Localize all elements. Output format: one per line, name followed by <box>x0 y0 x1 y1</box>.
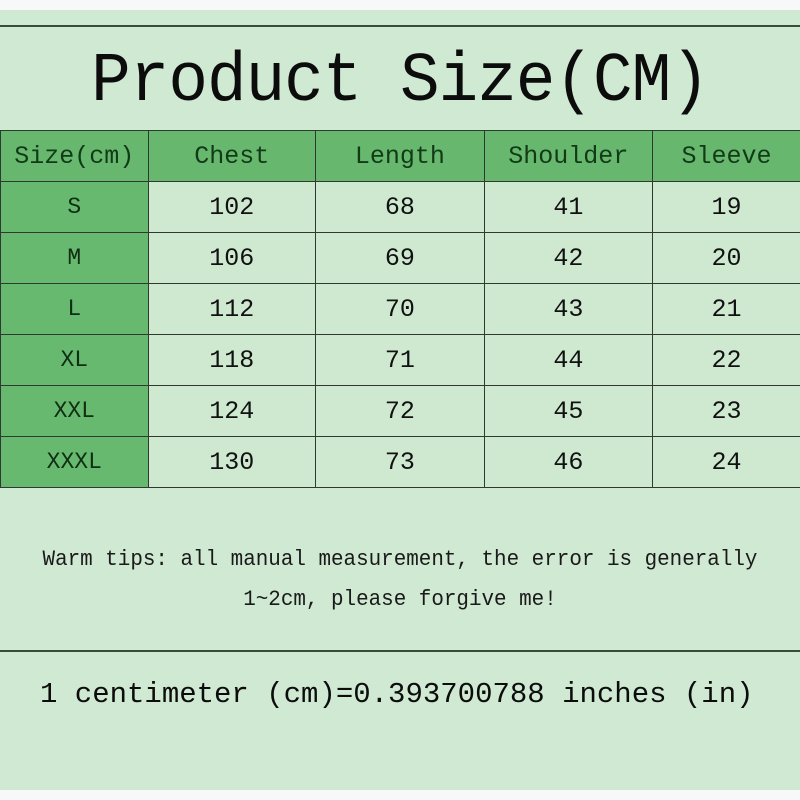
cell-sleeve: 21 <box>651 283 800 335</box>
cell-sleeve: 24 <box>651 436 800 488</box>
header-length: Length <box>315 130 485 182</box>
cell-size: XL <box>0 334 149 386</box>
cell-shoulder: 42 <box>483 232 653 284</box>
cell-shoulder: 43 <box>483 283 653 335</box>
cell-length: 72 <box>315 385 485 437</box>
table-row: XXL 124 72 45 23 <box>0 385 800 437</box>
cell-shoulder: 44 <box>483 334 653 386</box>
bottom-divider <box>0 650 800 652</box>
table-header-row: Size(cm) Chest Length Shoulder Sleeve <box>0 130 800 182</box>
cell-sleeve: 19 <box>651 181 800 233</box>
header-sleeve: Sleeve <box>651 130 800 182</box>
header-chest: Chest <box>147 130 317 182</box>
cell-shoulder: 41 <box>483 181 653 233</box>
page-title: Product Size(CM) <box>91 42 710 121</box>
cell-length: 69 <box>315 232 485 284</box>
cell-length: 68 <box>315 181 485 233</box>
cell-length: 71 <box>315 334 485 386</box>
cell-size: XXL <box>0 385 149 437</box>
cell-chest: 106 <box>147 232 317 284</box>
table-row: M 106 69 42 20 <box>0 232 800 284</box>
cell-chest: 118 <box>147 334 317 386</box>
cell-size: L <box>0 283 149 335</box>
warm-tips: Warm tips: all manual measurement, the e… <box>20 540 780 620</box>
cell-chest: 124 <box>147 385 317 437</box>
top-divider <box>0 25 800 27</box>
cell-shoulder: 46 <box>483 436 653 488</box>
cell-sleeve: 23 <box>651 385 800 437</box>
unit-conversion: 1 centimeter (cm)=0.393700788 inches (in… <box>40 678 754 711</box>
cell-chest: 102 <box>147 181 317 233</box>
table-row: L 112 70 43 21 <box>0 283 800 335</box>
cell-size: M <box>0 232 149 284</box>
cell-chest: 130 <box>147 436 317 488</box>
cell-sleeve: 20 <box>651 232 800 284</box>
cell-size: S <box>0 181 149 233</box>
header-shoulder: Shoulder <box>483 130 653 182</box>
tips-line-1: Warm tips: all manual measurement, the e… <box>42 547 758 572</box>
header-size: Size(cm) <box>0 130 149 182</box>
cell-shoulder: 45 <box>483 385 653 437</box>
table-row: S 102 68 41 19 <box>0 181 800 233</box>
cell-chest: 112 <box>147 283 317 335</box>
cell-length: 70 <box>315 283 485 335</box>
cell-length: 73 <box>315 436 485 488</box>
tips-line-2: 1~2cm, please forgive me! <box>243 587 557 612</box>
cell-size: XXXL <box>0 436 149 488</box>
cell-sleeve: 22 <box>651 334 800 386</box>
table-row: XL 118 71 44 22 <box>0 334 800 386</box>
table-row: XXXL 130 73 46 24 <box>0 436 800 488</box>
